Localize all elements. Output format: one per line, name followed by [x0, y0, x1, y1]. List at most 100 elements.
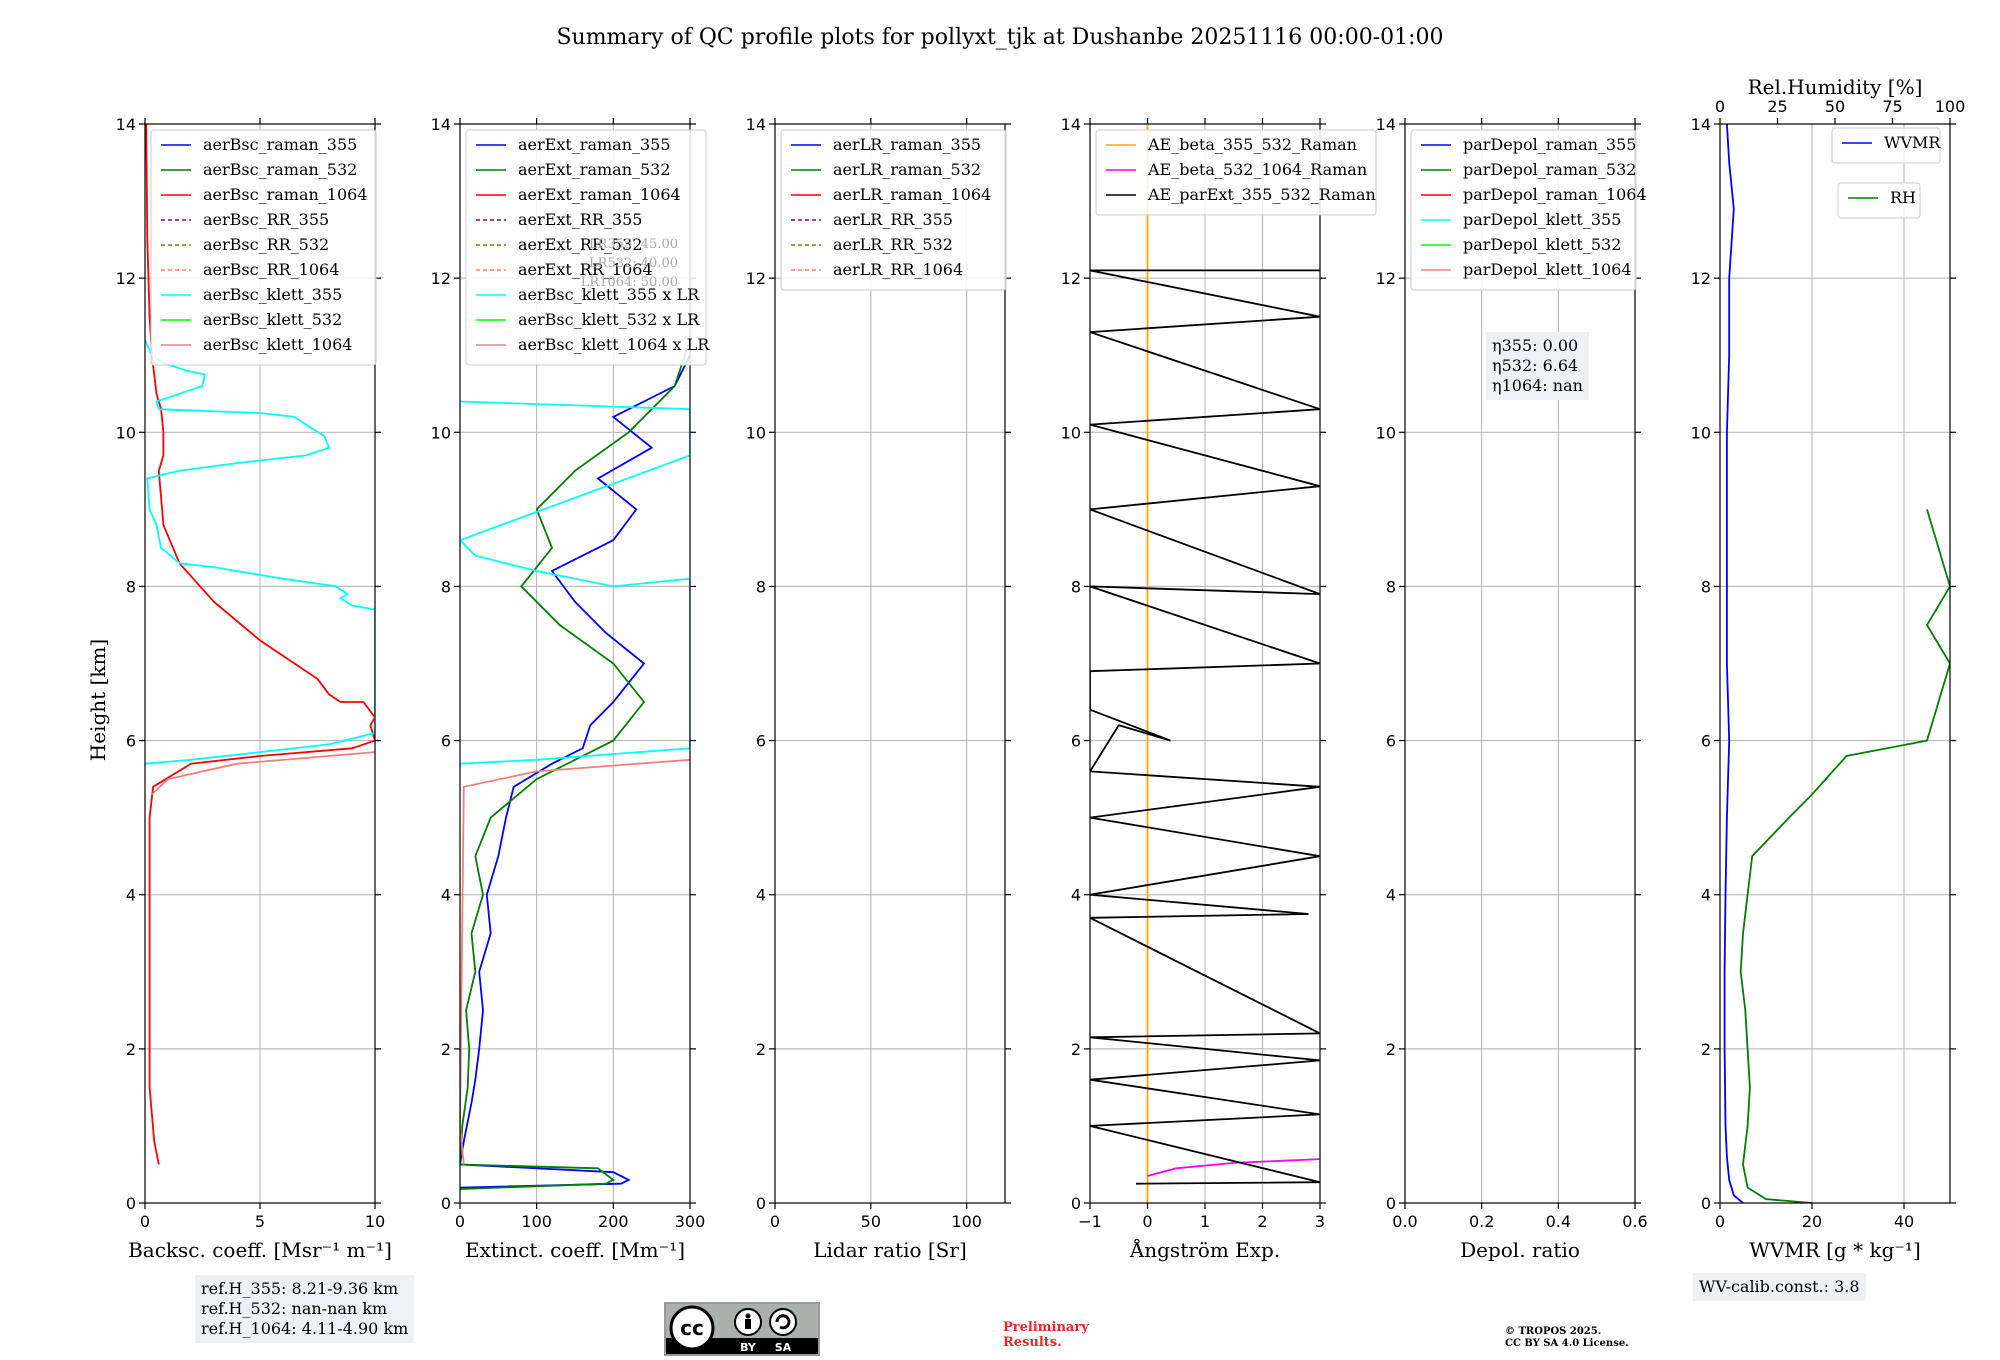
x-axis-label: Lidar ratio [Sr]	[813, 1238, 967, 1262]
copyright-note: © TROPOS 2025. CC BY SA 4.0 License.	[1505, 1326, 1629, 1350]
legend-label: aerBsc_RR_355	[203, 210, 329, 229]
y-tick-label: 6	[756, 732, 766, 751]
x2-axis-label: Rel.Humidity [%]	[1748, 75, 1923, 99]
x-tick-label: 40	[1894, 1212, 1914, 1231]
cc-text: cc	[680, 1316, 704, 1340]
x-tick-label: 0	[1715, 1212, 1725, 1231]
y-tick-label: 14	[746, 115, 766, 134]
preliminary-line-2: Results.	[1003, 1335, 1062, 1350]
y-tick-label: 4	[1386, 886, 1396, 905]
legend-label: aerBsc_klett_532	[203, 310, 342, 329]
legend-label: aerBsc_raman_532	[203, 160, 357, 179]
legend-label: aerExt_raman_355	[518, 135, 671, 154]
y-tick-label: 0	[126, 1194, 136, 1213]
legend-wvmr: WVMR	[1831, 127, 1941, 164]
legend-box	[465, 129, 707, 366]
y-tick-label: 10	[746, 423, 766, 442]
y-tick-label: 4	[1071, 886, 1081, 905]
legend-label: parDepol_klett_532	[1463, 235, 1621, 254]
x-tick-label: 0	[140, 1212, 150, 1231]
x-tick-label: −1	[1078, 1212, 1102, 1231]
wv-calib-const: WV-calib.const.: 3.8	[1699, 1277, 1860, 1296]
legend-ae: AE_beta_355_532_Raman AE_beta_532_1064_Ra…	[1095, 129, 1377, 216]
y-tick-label: 2	[441, 1040, 451, 1059]
y-tick-label: 10	[431, 423, 451, 442]
legend-label: parDepol_raman_355	[1463, 135, 1636, 154]
y-tick-label: 12	[431, 269, 451, 288]
y-tick-label: 12	[116, 269, 136, 288]
preliminary-note: Preliminary Results.	[1003, 1320, 1089, 1350]
legend-label: parDepol_klett_1064	[1463, 260, 1632, 279]
copyright-line-2: CC BY SA 4.0 License.	[1505, 1338, 1629, 1349]
y-tick-label: 12	[746, 269, 766, 288]
legend-box	[1831, 127, 1941, 164]
height-axis-label: Height [km]	[86, 639, 110, 761]
legend-label: aerBsc_klett_355	[203, 285, 342, 304]
series-WVMR	[1723, 124, 1744, 1203]
y-tick-label: 8	[1071, 577, 1081, 596]
y-tick-label: 6	[1701, 732, 1711, 751]
x-tick-label: 200	[598, 1212, 629, 1231]
wv-calibration-box: WV-calib.const.: 3.8	[1693, 1273, 1866, 1301]
y-tick-label: 8	[126, 577, 136, 596]
y-tick-label: 10	[1376, 423, 1396, 442]
ref-height-532: ref.H_532: nan-nan km	[201, 1299, 388, 1318]
legend-label: aerBsc_RR_532	[203, 235, 329, 254]
series-aerBsc_klett_355 x LR	[460, 400, 690, 765]
legend-label: parDepol_raman_532	[1463, 160, 1636, 179]
eta-box: η355: 0.00 η532: 6.64 η1064: nan	[1486, 332, 1589, 400]
eta-355: η355: 0.00	[1492, 336, 1579, 355]
series-aerBsc_klett_1064	[151, 751, 375, 796]
legend-label: aerExt_raman_1064	[518, 185, 681, 204]
x-tick-label: 3	[1315, 1212, 1325, 1231]
x-tick-label: 100	[951, 1212, 982, 1231]
y-tick-label: 2	[1701, 1040, 1711, 1059]
cc-license-badge: cc BY SA	[664, 1302, 820, 1356]
legend-label: aerBsc_klett_1064	[203, 335, 352, 354]
y-tick-label: 10	[116, 423, 136, 442]
legend-label: aerBsc_raman_355	[203, 135, 357, 154]
x-tick-label: 50	[861, 1212, 881, 1231]
legend-rh: RH	[1837, 182, 1921, 219]
x-tick-label: 0	[770, 1212, 780, 1231]
x2-tick-label: 50	[1825, 97, 1845, 116]
panel-bsc: 0 2 4 6 8 10 12 14 0 5 10 Backsc. coeff. [Msr⁻¹ m⁻¹…	[116, 115, 392, 1262]
legend-label: aerExt_RR_1064	[518, 260, 653, 279]
y-tick-label: 8	[1386, 577, 1396, 596]
y-tick-label: 12	[1691, 269, 1711, 288]
legend-label: parDepol_raman_1064	[1463, 185, 1647, 204]
legend-depol: parDepol_raman_355 parDepol_raman_532 parD…	[1410, 129, 1647, 291]
y-tick-label: 4	[126, 886, 136, 905]
legend-ext: aerExt_raman_355 aerExt_raman_532 aerExt_r…	[465, 129, 710, 366]
panel-data-ae	[1090, 124, 1320, 1203]
y-tick-label: 12	[1376, 269, 1396, 288]
legend-label: aerExt_RR_532	[518, 235, 642, 254]
sa-text: SA	[775, 1341, 792, 1354]
panel-frame	[1404, 123, 1636, 1204]
y-tick-label: 6	[1386, 732, 1396, 751]
x-tick-label: 5	[255, 1212, 265, 1231]
y-tick-label: 2	[1386, 1040, 1396, 1059]
panel-frame	[1719, 123, 1951, 1204]
lr-note: LR355: 45.00	[589, 237, 678, 252]
cc-by-sa-icon: cc BY SA	[666, 1304, 818, 1354]
y-tick-label: 14	[116, 115, 136, 134]
series-AE_parExt_355_532_Raman	[1090, 269, 1320, 1185]
x-axis-label: Depol. ratio	[1460, 1238, 1580, 1262]
panel-frame	[459, 123, 691, 1204]
y-tick-label: 0	[756, 1194, 766, 1213]
y-tick-label: 0	[1386, 1194, 1396, 1213]
series-RH	[1739, 509, 1950, 1203]
x-tick-label: 1	[1200, 1212, 1210, 1231]
legend-label: aerBsc_klett_355 x LR	[518, 285, 700, 304]
series-aerExt_raman_355	[460, 354, 690, 1189]
panel-lr: 0 2 4 6 8 10 12 14 0 50 100 Lidar ratio [Sr] aerLR_r…	[746, 115, 1011, 1262]
x-tick-label: 100	[521, 1212, 552, 1231]
legend-label: parDepol_klett_355	[1463, 210, 1621, 229]
y-tick-label: 12	[1061, 269, 1081, 288]
y-tick-label: 10	[1691, 423, 1711, 442]
x-tick-label: 0.0	[1392, 1212, 1417, 1231]
x2-tick-label: 25	[1767, 97, 1787, 116]
